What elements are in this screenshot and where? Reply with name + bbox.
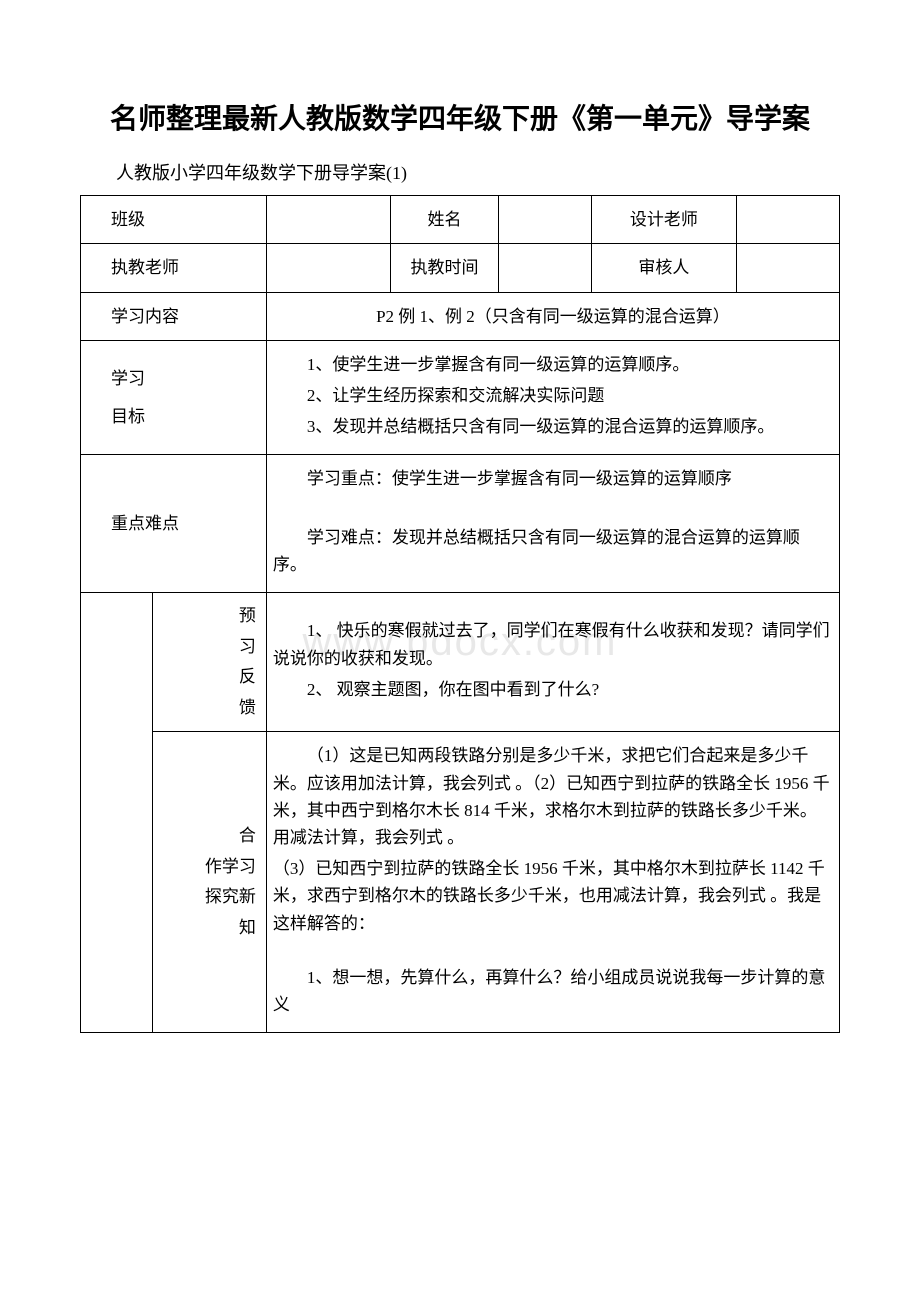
class-value bbox=[266, 196, 390, 244]
preview-row: 预 习 反 馈 1、 快乐的寒假就过去了，同学们在寒假有什么收获和发现？请同学们… bbox=[81, 593, 840, 732]
goal-line-3: 3、发现并总结概括只含有同一级运算的混合运算的运算顺序。 bbox=[273, 413, 833, 440]
reviewer-value bbox=[736, 244, 839, 292]
preview-l3: 反 bbox=[239, 667, 256, 686]
page-title: 名师整理最新人教版数学四年级下册《第一单元》导学案 bbox=[80, 100, 840, 139]
header-row-1: 班级 姓名 设计老师 bbox=[81, 196, 840, 244]
goals-content: 1、使学生进一步掌握含有同一级运算的运算顺序。 2、让学生经历探索和交流解决实际… bbox=[266, 340, 839, 455]
header-row-2: 执教老师 执教时间 审核人 bbox=[81, 244, 840, 292]
preview-content: 1、 快乐的寒假就过去了，同学们在寒假有什么收获和发现？请同学们说说你的收获和发… bbox=[266, 593, 839, 732]
teacher-label: 执教老师 bbox=[81, 244, 267, 292]
class-label: 班级 bbox=[81, 196, 267, 244]
lesson-plan-table: 班级 姓名 设计老师 执教老师 执教时间 审核人 学习内容 P2 例 1、例 2… bbox=[80, 195, 840, 1033]
difficulty-content: 学习重点：使学生进一步掌握含有同一级运算的运算顺序 学习难点：发现并总结概括只含… bbox=[266, 455, 839, 593]
reviewer-label: 审核人 bbox=[592, 244, 737, 292]
difficulty-row: 重点难点 学习重点：使学生进一步掌握含有同一级运算的运算顺序 学习难点：发现并总… bbox=[81, 455, 840, 593]
teacher-value bbox=[266, 244, 390, 292]
name-label: 姓名 bbox=[390, 196, 498, 244]
goal-line-2: 2、让学生经历探索和交流解决实际问题 bbox=[273, 382, 833, 409]
coop-label: 合 作学习 探究新 知 bbox=[153, 732, 267, 1033]
coop-l4: 知 bbox=[239, 918, 256, 937]
preview-label: 预 习 反 馈 bbox=[153, 593, 267, 732]
coop-content: （1）这是已知两段铁路分别是多少千米，求把它们合起来是多少千米。应该用加法计算，… bbox=[266, 732, 839, 1033]
content-row: 学习内容 P2 例 1、例 2（只含有同一级运算的混合运算） bbox=[81, 292, 840, 340]
goals-label-line1: 学习 bbox=[111, 369, 145, 388]
coop-l2: 作学习 bbox=[205, 857, 256, 876]
time-label: 执教时间 bbox=[390, 244, 498, 292]
difficulty-line-1: 学习重点：使学生进一步掌握含有同一级运算的运算顺序 bbox=[273, 465, 833, 492]
coop-l3: 探究新 bbox=[205, 887, 256, 906]
goals-label-line2: 目标 bbox=[111, 407, 145, 426]
study-content-value: P2 例 1、例 2（只含有同一级运算的混合运算） bbox=[266, 292, 839, 340]
preview-line-2: 2、 观察主题图，你在图中看到了什么? bbox=[273, 676, 833, 703]
coop-l1: 合 bbox=[239, 826, 256, 845]
coop-row: 合 作学习 探究新 知 （1）这是已知两段铁路分别是多少千米，求把它们合起来是多… bbox=[81, 732, 840, 1033]
coop-para-2: （3）已知西宁到拉萨的铁路全长 1956 千米，其中格尔木到拉萨长 1142 千… bbox=[273, 855, 833, 937]
coop-para-1: （1）这是已知两段铁路分别是多少千米，求把它们合起来是多少千米。应该用加法计算，… bbox=[273, 742, 833, 851]
preview-l4: 馈 bbox=[239, 698, 256, 717]
goal-line-1: 1、使学生进一步掌握含有同一级运算的运算顺序。 bbox=[273, 351, 833, 378]
name-value bbox=[499, 196, 592, 244]
time-value bbox=[499, 244, 592, 292]
designer-label: 设计老师 bbox=[592, 196, 737, 244]
difficulty-line-2: 学习难点：发现并总结概括只含有同一级运算的混合运算的运算顺序。 bbox=[273, 524, 833, 578]
study-content-label: 学习内容 bbox=[81, 292, 267, 340]
designer-value bbox=[736, 196, 839, 244]
goals-label: 学习 目标 bbox=[81, 340, 267, 455]
left-spanning-cell bbox=[81, 593, 153, 1033]
preview-line-1: 1、 快乐的寒假就过去了，同学们在寒假有什么收获和发现？请同学们说说你的收获和发… bbox=[273, 617, 833, 671]
difficulty-label: 重点难点 bbox=[81, 455, 267, 593]
subtitle-text: 人教版小学四年级数学下册导学案(1) bbox=[80, 159, 840, 185]
preview-l1: 预 bbox=[239, 606, 256, 625]
coop-para-3: 1、想一想，先算什么，再算什么？给小组成员说说我每一步计算的意义 bbox=[273, 964, 833, 1018]
preview-l2: 习 bbox=[239, 637, 256, 656]
goals-row: 学习 目标 1、使学生进一步掌握含有同一级运算的运算顺序。 2、让学生经历探索和… bbox=[81, 340, 840, 455]
